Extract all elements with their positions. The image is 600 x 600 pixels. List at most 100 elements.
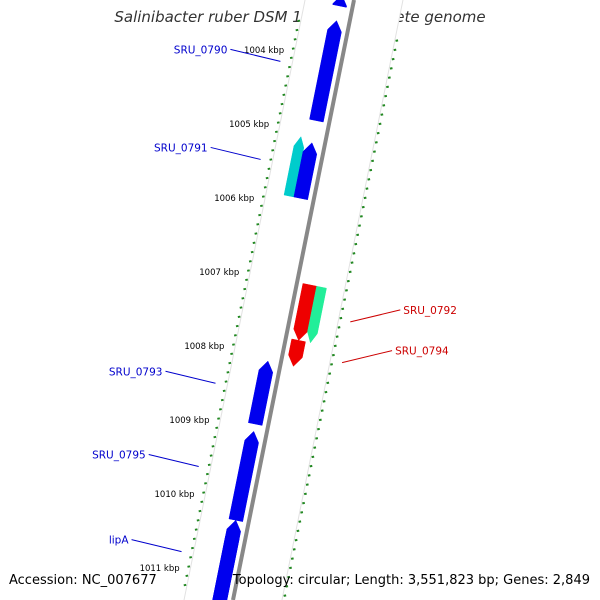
reverse-tick [322, 400, 326, 403]
sru_0794-gene-arrow [288, 338, 306, 367]
reverse-tick [376, 131, 380, 135]
kbp-tick-label: 1007 kbp [199, 268, 239, 278]
label-leader-line [131, 539, 182, 553]
reverse-tick [307, 474, 311, 477]
forward-tick [293, 38, 297, 41]
reverse-tick [328, 372, 332, 375]
forward-tick [267, 167, 271, 171]
reverse-tick [330, 363, 333, 366]
reverse-tick [315, 437, 319, 440]
forward-tick [248, 260, 252, 263]
forward-tick [192, 537, 196, 541]
forward-tick [209, 454, 213, 457]
reverse-tick [387, 76, 391, 79]
reverse-tick [346, 279, 350, 283]
reverse-tick [371, 159, 375, 163]
forward-tick [196, 519, 200, 522]
forward-tick [273, 139, 276, 143]
forward-tick [291, 47, 295, 50]
forward-tick [215, 426, 219, 430]
forward-gene-arrow [293, 142, 318, 201]
forward-tick [220, 398, 224, 402]
forward-tick [200, 500, 204, 504]
forward-tick [235, 324, 239, 328]
label-leader-line [165, 370, 216, 384]
forward-tick [263, 186, 267, 189]
forward-tick [233, 334, 237, 337]
reverse-tick [292, 548, 296, 551]
forward-tick [219, 408, 222, 411]
reverse-tick [382, 104, 386, 107]
gene-label: SRU_0790 [174, 44, 228, 56]
forward-tick [202, 491, 206, 494]
forward-tick [260, 204, 263, 208]
reverse-tick [311, 455, 315, 459]
topology-text: Topology: circular; Length: 3,551,823 bp… [232, 573, 590, 588]
accession-text: Accession: NC_007677 [9, 573, 157, 588]
reverse-tick [384, 94, 388, 98]
kbp-tick-label: 1008 kbp [184, 342, 224, 352]
label-leader-line [350, 309, 401, 323]
forward-tick [211, 445, 215, 448]
reverse-tick [337, 326, 341, 329]
forward-tick [230, 352, 234, 356]
forward-tick [265, 176, 269, 180]
label-leader-line [230, 48, 281, 62]
reverse-tick [296, 529, 300, 533]
forward-tick [274, 130, 278, 134]
forward-tick [189, 556, 193, 559]
reverse-tick [354, 242, 358, 246]
reverse-tick [358, 224, 361, 227]
reverse-tick [317, 427, 320, 431]
reverse-tick [324, 390, 328, 394]
reverse-tick [305, 483, 309, 486]
kbp-tick-label: 1004 kbp [244, 46, 284, 56]
kbp-tick-label: 1010 kbp [155, 490, 195, 500]
forward-tick [224, 380, 228, 383]
reverse-tick [393, 48, 397, 52]
reverse-tick [350, 261, 354, 264]
forward-tick [243, 287, 247, 291]
reverse-rna-arrow [307, 285, 327, 344]
forward-tick [241, 297, 245, 300]
forward-tick [207, 463, 211, 467]
reverse-tick [320, 409, 324, 412]
reverse-tick [367, 178, 371, 181]
forward-tick [239, 306, 243, 309]
reverse-tick [391, 57, 395, 61]
forward-tick [217, 417, 221, 420]
forward-tick [205, 472, 209, 476]
reverse-tick [361, 205, 365, 209]
reverse-tick [335, 335, 339, 338]
forward-tick [232, 343, 235, 346]
forward-tick [256, 223, 260, 226]
gene-label: SRU_0791 [154, 142, 208, 154]
forward-tick [191, 546, 194, 550]
forward-tick [245, 278, 249, 282]
reverse-tick [356, 233, 360, 237]
reverse-tick [287, 575, 291, 579]
forward-tick [297, 19, 301, 23]
kbp-tick-label: 1011 kbp [140, 564, 180, 574]
reverse-tick [339, 316, 343, 320]
reverse-tick [318, 418, 322, 422]
forward-tick [226, 371, 230, 374]
label-leader-line [341, 350, 393, 364]
reverse-tick [302, 501, 305, 505]
forward-tick [183, 583, 187, 587]
forward-tick [288, 65, 291, 69]
gene-label: SRU_0792 [403, 305, 457, 317]
forward-tick [187, 565, 191, 568]
reverse-tick [300, 511, 304, 514]
gene-label: lipA [109, 535, 129, 547]
forward-gene-arrow [212, 527, 240, 600]
sru_0793-gene-arrow [248, 360, 274, 426]
forward-tick [261, 195, 265, 198]
reverse-tick [313, 446, 317, 449]
sru_0795-gene-arrow [228, 430, 259, 522]
gene-label: SRU_0795 [92, 450, 146, 462]
reverse-tick [359, 215, 363, 218]
forward-tick [204, 482, 207, 485]
reverse-tick [386, 85, 389, 89]
